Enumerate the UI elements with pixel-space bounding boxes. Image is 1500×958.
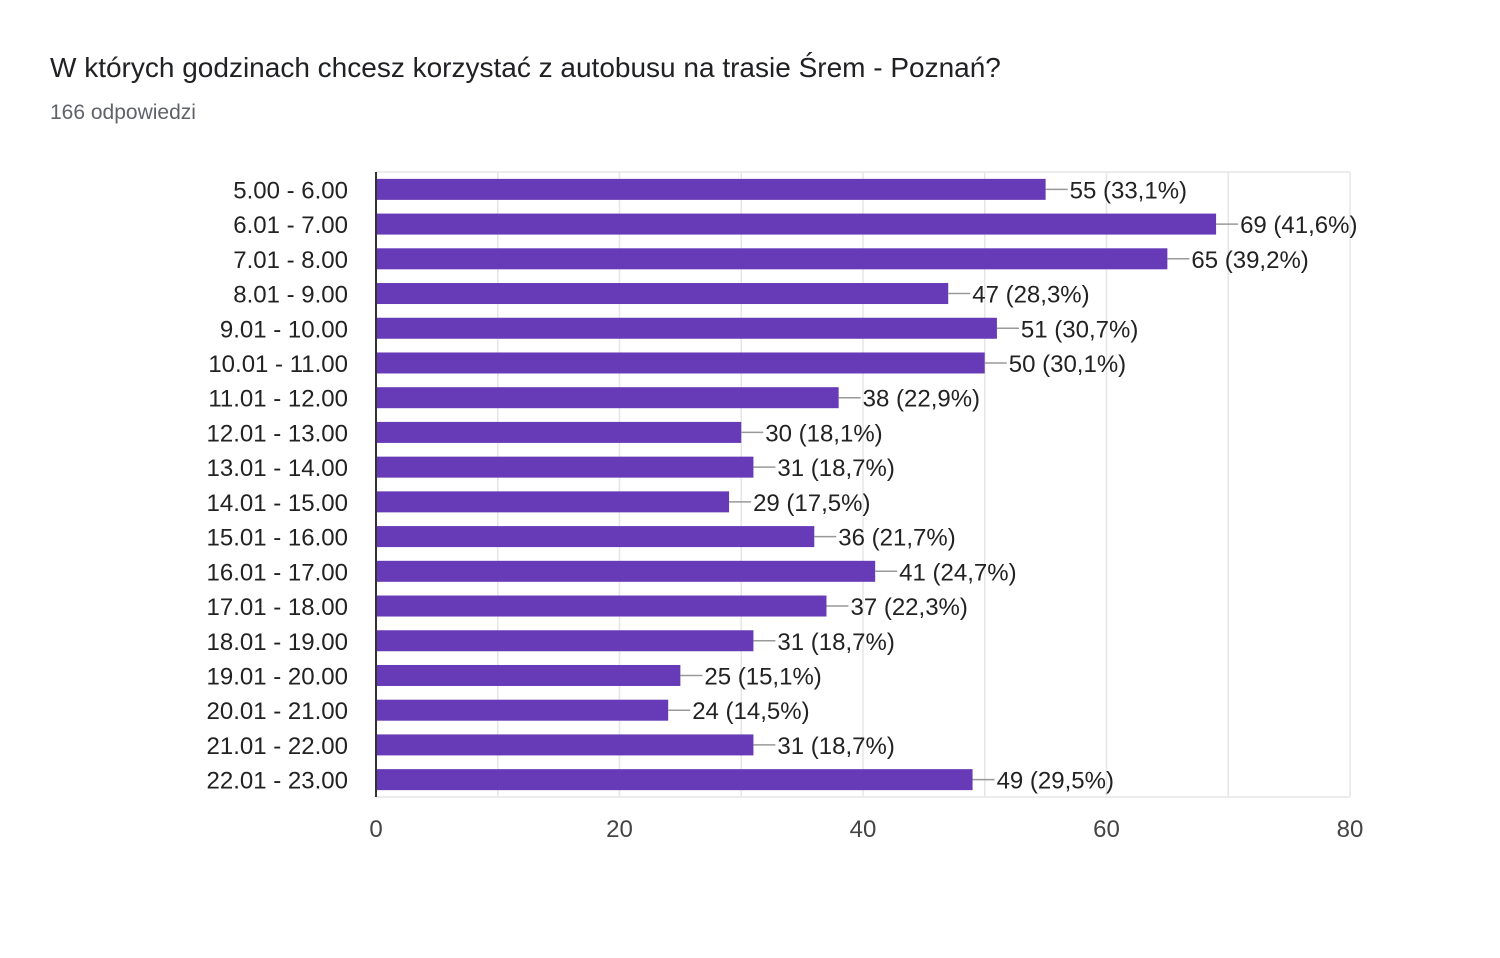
data-label: 55 (33,1%) bbox=[1070, 177, 1187, 204]
data-label: 51 (30,7%) bbox=[1021, 316, 1138, 343]
category-label: 19.01 - 20.00 bbox=[207, 663, 348, 690]
category-label: 15.01 - 16.00 bbox=[207, 525, 348, 552]
bar bbox=[376, 734, 754, 756]
category-label: 7.01 - 8.00 bbox=[233, 247, 348, 274]
data-label: 65 (39,2%) bbox=[1191, 247, 1308, 274]
category-label: 22.01 - 23.00 bbox=[207, 768, 348, 795]
bar bbox=[376, 630, 754, 652]
data-label: 50 (30,1%) bbox=[1009, 351, 1126, 378]
bar bbox=[376, 213, 1217, 235]
category-label: 14.01 - 15.00 bbox=[207, 490, 348, 517]
data-label: 41 (24,7%) bbox=[899, 559, 1016, 586]
x-tick-label: 60 bbox=[1093, 816, 1120, 843]
category-label: 11.01 - 12.00 bbox=[208, 386, 348, 413]
category-label: 16.01 - 17.00 bbox=[207, 559, 348, 586]
category-label: 10.01 - 11.00 bbox=[208, 351, 348, 378]
response-count: 166 odpowiedzi bbox=[50, 101, 196, 124]
category-label: 12.01 - 13.00 bbox=[207, 420, 348, 447]
bar bbox=[376, 387, 839, 409]
bar bbox=[376, 699, 669, 721]
category-label: 20.01 - 21.00 bbox=[207, 698, 348, 725]
chart-title: W których godzinach chcesz korzystać z a… bbox=[50, 52, 1001, 83]
data-label: 31 (18,7%) bbox=[777, 733, 894, 760]
x-tick-label: 40 bbox=[850, 816, 877, 843]
category-label: 5.00 - 6.00 bbox=[233, 177, 348, 204]
bar bbox=[376, 178, 1046, 200]
category-label: 18.01 - 19.00 bbox=[207, 629, 348, 656]
category-label: 13.01 - 14.00 bbox=[207, 455, 348, 482]
bar bbox=[376, 248, 1168, 270]
category-label: 17.01 - 18.00 bbox=[207, 594, 348, 621]
data-label: 24 (14,5%) bbox=[692, 698, 809, 725]
x-tick-label: 80 bbox=[1337, 816, 1364, 843]
category-label: 8.01 - 9.00 bbox=[233, 282, 348, 309]
category-label: 9.01 - 10.00 bbox=[220, 316, 348, 343]
x-tick-label: 20 bbox=[606, 816, 633, 843]
bar bbox=[376, 595, 827, 617]
data-label: 31 (18,7%) bbox=[777, 629, 894, 656]
data-label: 37 (22,3%) bbox=[850, 594, 967, 621]
bar bbox=[376, 317, 997, 339]
data-label: 36 (21,7%) bbox=[838, 525, 955, 552]
data-label: 31 (18,7%) bbox=[777, 455, 894, 482]
bar bbox=[376, 352, 985, 374]
bar bbox=[376, 769, 973, 791]
bar bbox=[376, 421, 742, 443]
bar bbox=[376, 491, 730, 513]
data-label: 47 (28,3%) bbox=[972, 282, 1089, 309]
data-label: 29 (17,5%) bbox=[753, 490, 870, 517]
category-label: 6.01 - 7.00 bbox=[233, 212, 348, 239]
data-label: 38 (22,9%) bbox=[863, 386, 980, 413]
bar bbox=[376, 526, 815, 548]
data-label: 69 (41,6%) bbox=[1240, 212, 1357, 239]
data-label: 49 (29,5%) bbox=[997, 768, 1114, 795]
bar bbox=[376, 283, 949, 305]
bar bbox=[376, 456, 754, 478]
data-label: 25 (15,1%) bbox=[704, 663, 821, 690]
x-tick-label: 0 bbox=[369, 816, 382, 843]
bar bbox=[376, 560, 876, 582]
category-label: 21.01 - 22.00 bbox=[207, 733, 348, 760]
data-label: 30 (18,1%) bbox=[765, 420, 882, 447]
bar bbox=[376, 664, 681, 686]
